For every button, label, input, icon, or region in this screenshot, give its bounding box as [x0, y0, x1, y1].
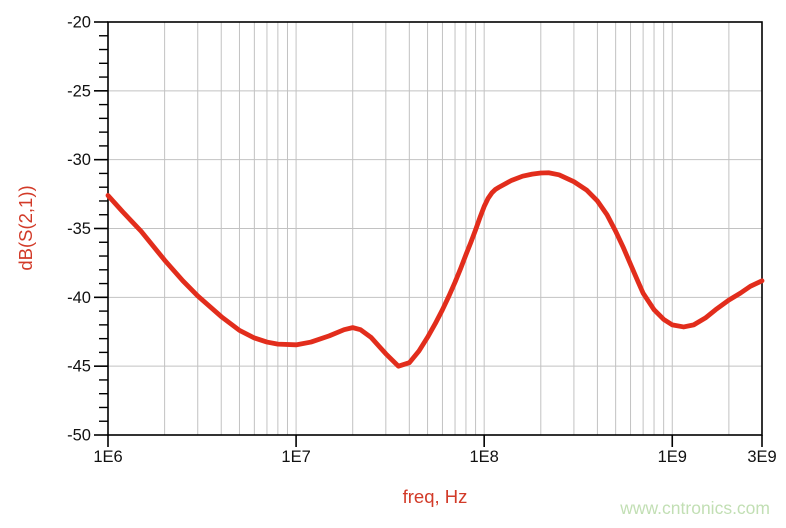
axis-ticks: [94, 21, 763, 447]
y-tick-label: -45: [67, 358, 91, 376]
y-tick-label: -30: [67, 151, 91, 169]
x-tick-label: 1E6: [93, 448, 122, 466]
y-axis-title: dB(S(2,1)): [15, 185, 36, 270]
plot-border: [107, 21, 763, 436]
y-tick-label: -50: [67, 427, 91, 445]
x-tick-label: 3E9: [747, 448, 776, 466]
watermark: www.cntronics.com: [619, 498, 770, 518]
y-tick-label: -35: [67, 220, 91, 238]
y-tick-label: -20: [67, 14, 91, 32]
trace-db-s21: [105, 170, 765, 369]
x-tick-label: 1E7: [281, 448, 310, 466]
y-tick-label: -40: [67, 289, 91, 307]
x-tick-label: 1E9: [658, 448, 687, 466]
grid-lines: [108, 22, 762, 435]
x-tick-label: 1E8: [469, 448, 498, 466]
y-tick-label: -25: [67, 82, 91, 100]
x-axis-title: freq, Hz: [403, 486, 468, 507]
